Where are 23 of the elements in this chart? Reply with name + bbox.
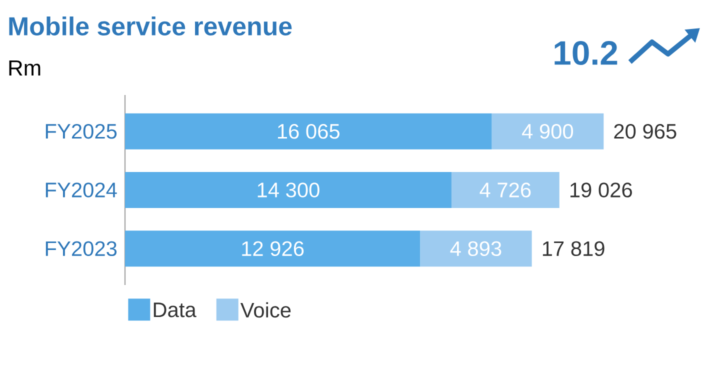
bar	[420, 230, 532, 267]
legend-label: Data	[154, 302, 196, 318]
y-tick-label: FY2024	[46, 182, 117, 198]
data-label: 4 893	[450, 241, 502, 256]
bar	[125, 230, 420, 267]
data-label: 14 300	[258, 182, 320, 198]
data-label: 4 726	[480, 182, 531, 198]
total-label: 17 819	[542, 241, 604, 256]
bar	[451, 172, 560, 208]
data-label: 12 926	[242, 241, 304, 256]
bar	[125, 113, 492, 150]
legend-label: Voice	[240, 302, 291, 318]
chart-subtitle: Rm	[9, 60, 40, 76]
y-tick-label: FY2023	[46, 241, 117, 256]
chart-title: Mobile service revenue	[9, 16, 292, 36]
text: 10.2	[554, 41, 618, 65]
total-label: 20 965	[614, 124, 676, 139]
bar	[492, 113, 604, 150]
bar	[125, 172, 452, 208]
data-label: 4 900	[522, 124, 574, 139]
y-tick-label: FY2025	[46, 124, 117, 139]
total-label: 19 026	[570, 182, 632, 198]
data-label: 16 065	[278, 124, 340, 139]
